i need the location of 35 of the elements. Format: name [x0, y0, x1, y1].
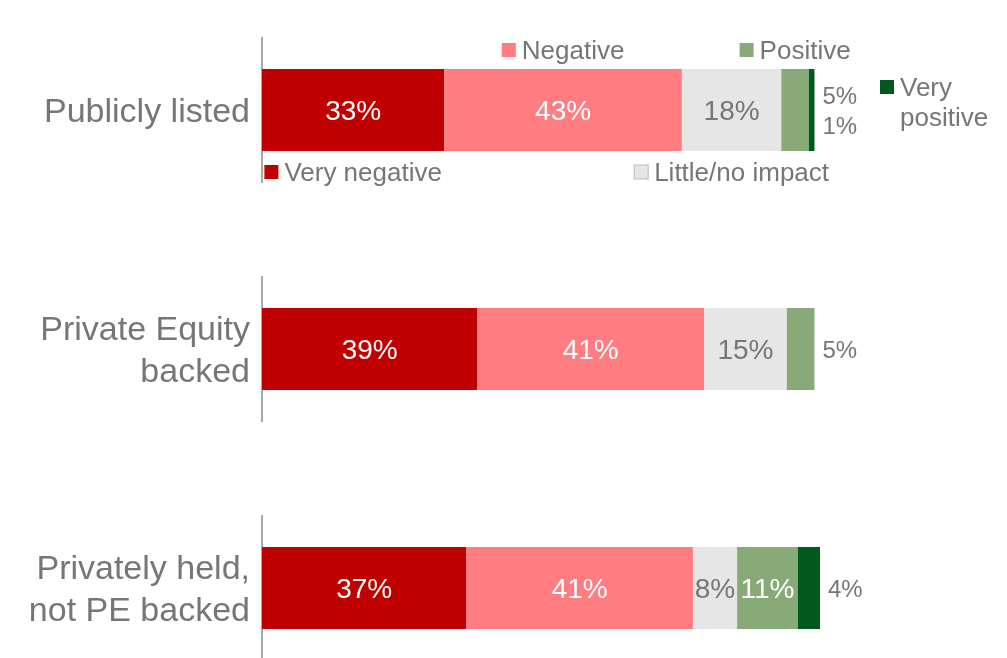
data-label: 11% — [740, 573, 795, 604]
data-label: 5% — [822, 82, 858, 109]
y-tick-label: Publicly listed — [44, 91, 250, 129]
data-label: 1% — [822, 112, 858, 139]
y-tick-label: Privately held, not PE backed — [28, 548, 250, 628]
data-label: 8% — [694, 573, 736, 604]
legend-label: Little/no impact — [654, 157, 830, 187]
data-label: 41% — [562, 334, 619, 365]
bar — [681, 69, 782, 151]
bar — [262, 69, 445, 151]
legend-label: Negative — [521, 35, 625, 65]
bar — [737, 547, 798, 629]
data-label: 41% — [551, 573, 608, 604]
bar — [781, 69, 809, 151]
bar — [797, 547, 820, 629]
bar — [444, 69, 682, 151]
data-label: 37% — [336, 573, 393, 604]
data-label: 15% — [717, 334, 774, 365]
data-label: 39% — [341, 334, 398, 365]
bar — [808, 69, 815, 151]
data-label: 5% — [822, 336, 858, 363]
bar — [262, 308, 478, 390]
bar — [466, 547, 693, 629]
data-label: 4% — [828, 575, 863, 602]
data-label: 18% — [703, 95, 760, 126]
y-tick-label: Private Equity backed — [40, 309, 250, 389]
legend-label: Very positive — [900, 72, 989, 132]
bar — [786, 308, 815, 390]
legend-label: Very negative — [284, 157, 442, 187]
bar — [477, 308, 704, 390]
bar — [262, 547, 467, 629]
bar — [703, 308, 787, 390]
data-label: 43% — [535, 95, 592, 126]
legend-label: Positive — [759, 35, 851, 65]
data-label: 33% — [325, 95, 382, 126]
